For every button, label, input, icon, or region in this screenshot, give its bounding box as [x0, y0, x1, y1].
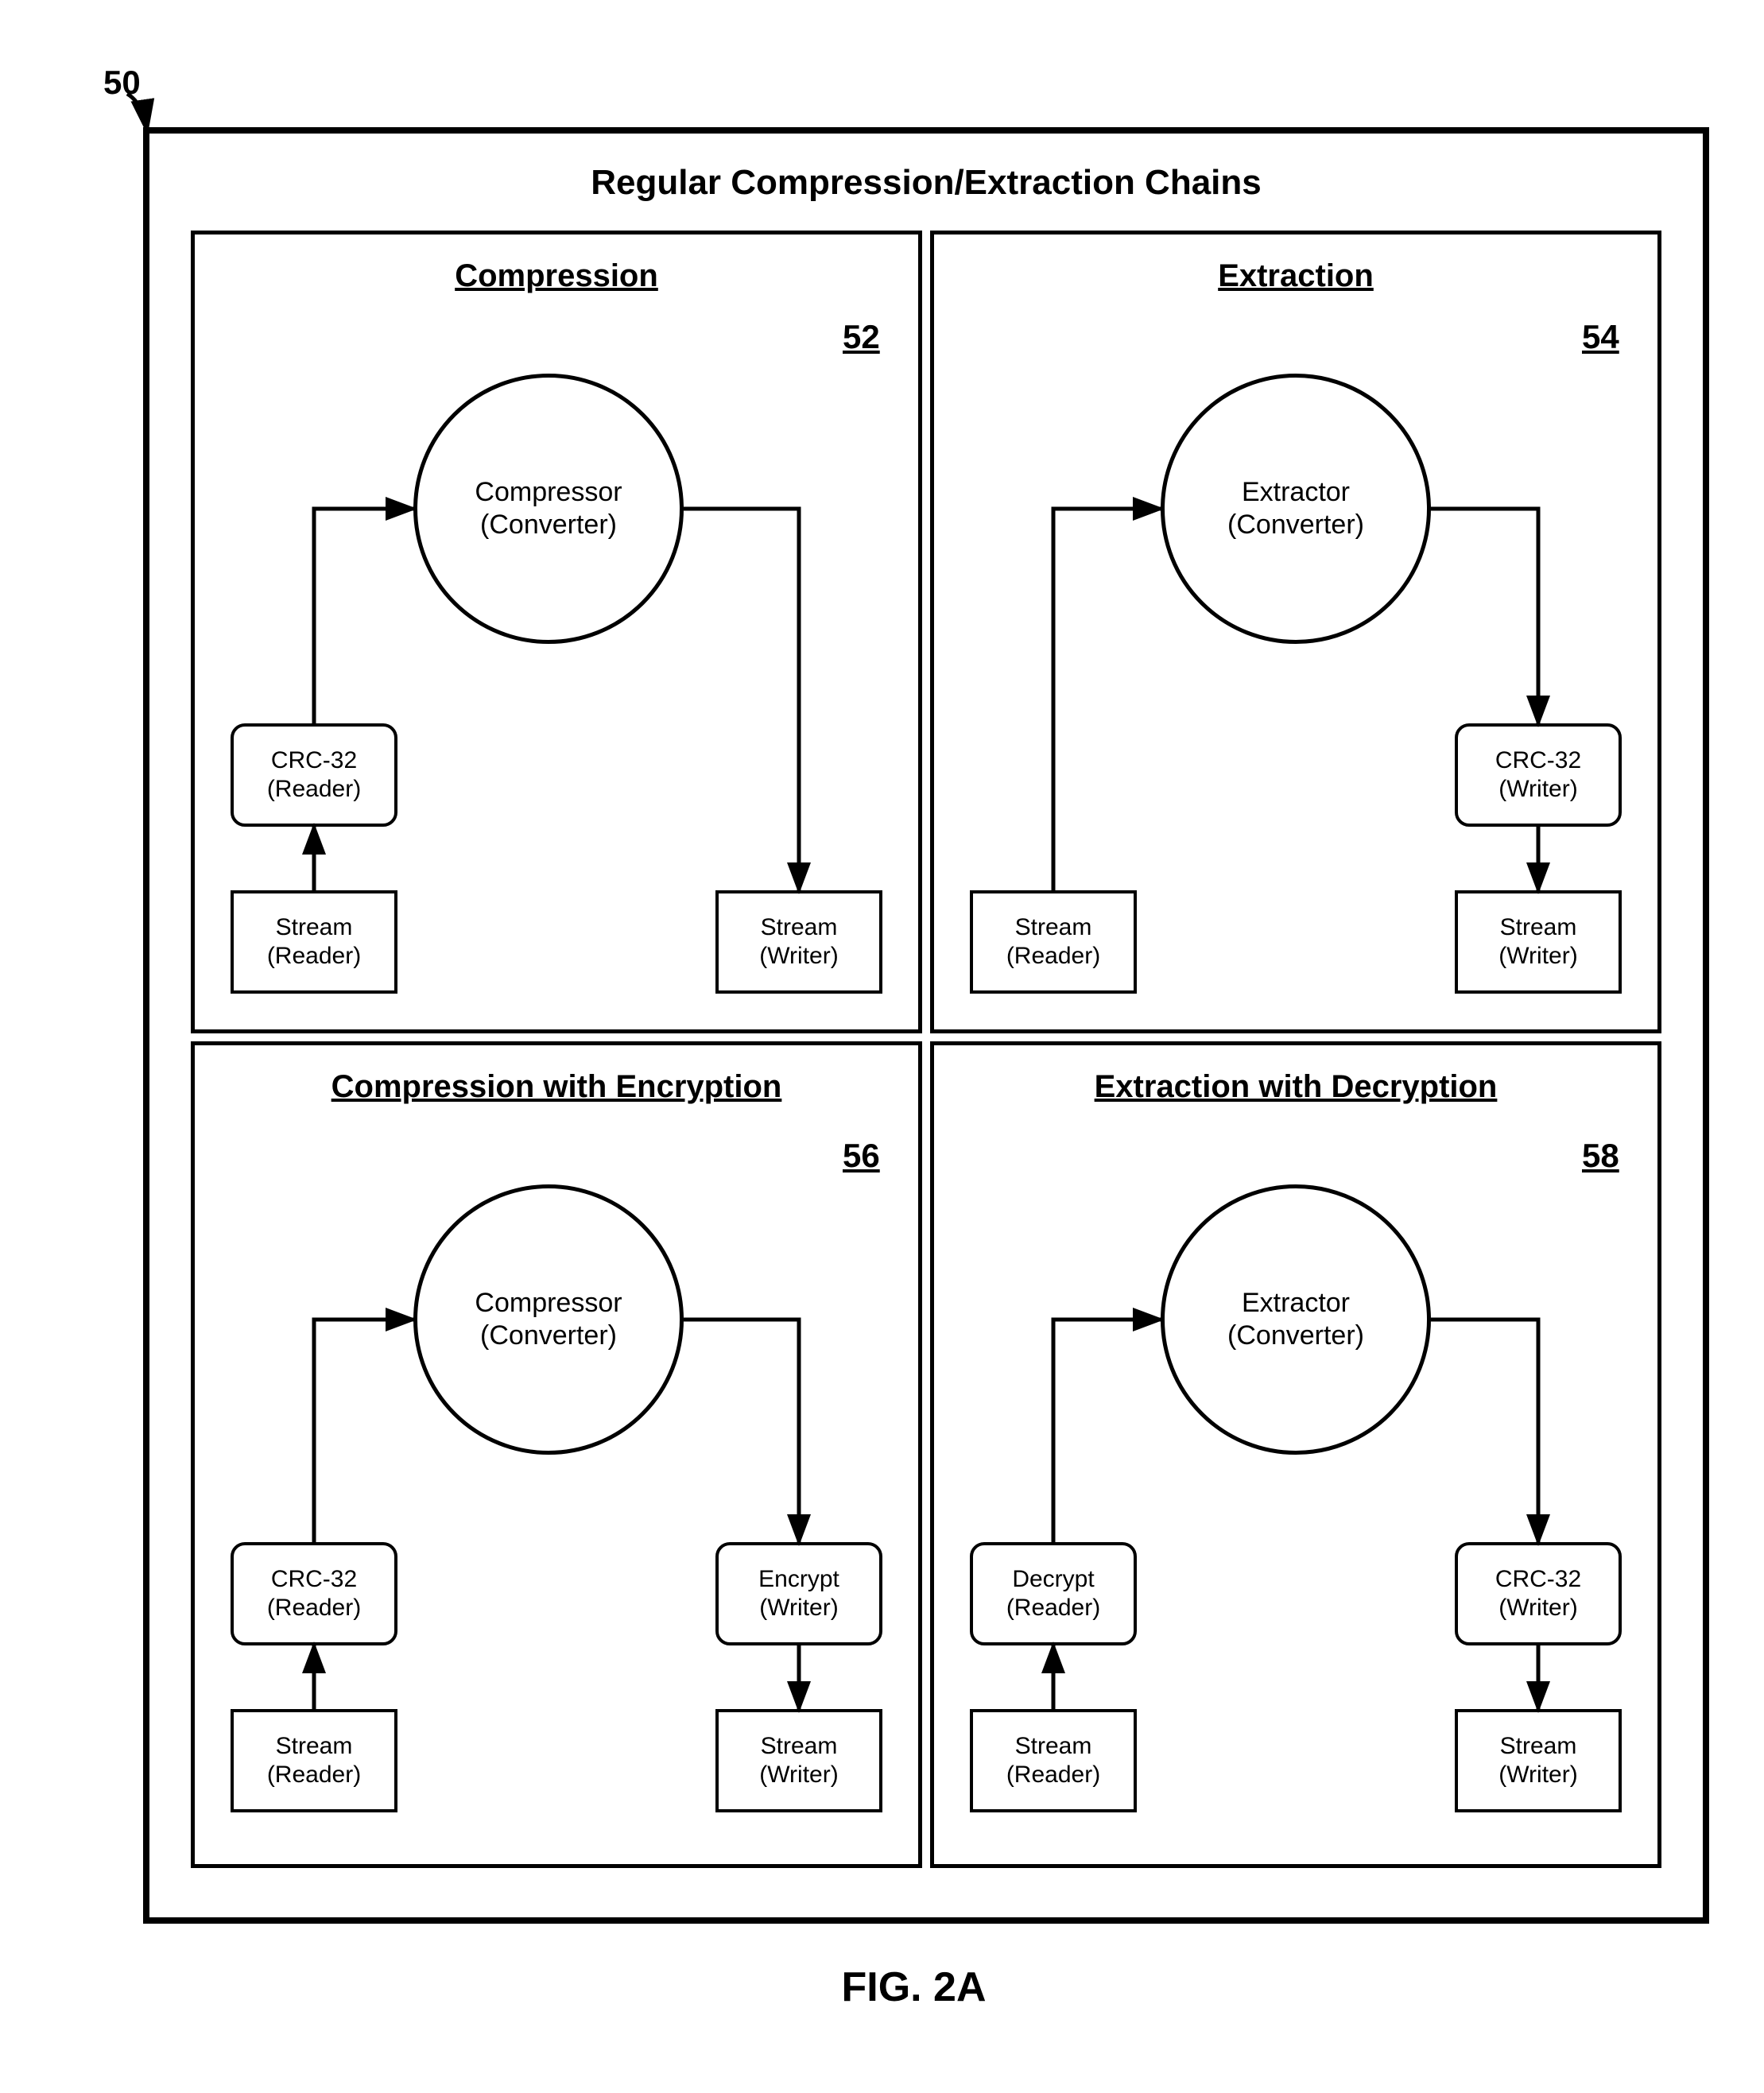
figure-label: FIG. 2A — [32, 1963, 1764, 2011]
diagram-page: 50 Regular Compression/Extraction Chains… — [32, 32, 1764, 2061]
q58-arrows — [32, 32, 1764, 2061]
